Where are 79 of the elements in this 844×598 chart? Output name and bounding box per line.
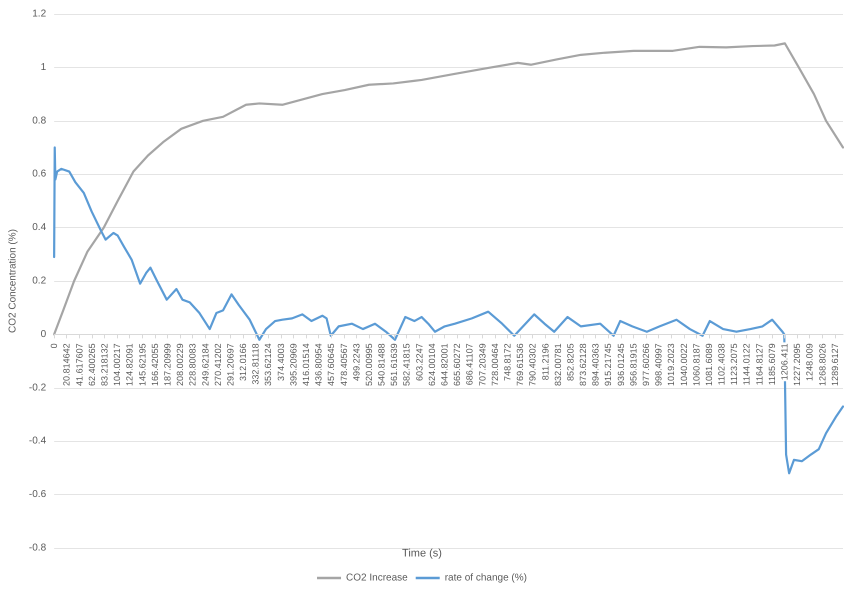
y-tick-label: 1.2 — [32, 8, 47, 20]
x-tick-label: 1248.009 — [804, 343, 815, 381]
x-tick-label: 1268.8026 — [817, 343, 828, 386]
y-tick-label: -0.6 — [28, 489, 47, 500]
x-tick-label: 790.40302 — [528, 343, 538, 386]
y-tick-label: -0.4 — [28, 436, 47, 447]
x-tick-label: 998.40997 — [654, 343, 664, 386]
x-tick-label: 1081.6089 — [704, 343, 714, 386]
x-tick-label: 270.41202 — [212, 343, 223, 386]
x-tick-label: 1060.8187 — [691, 343, 702, 386]
x-tick-label: 915.21745 — [603, 343, 614, 386]
x-tick-label: 416.01514 — [300, 343, 311, 386]
x-tick-label: 852.8205 — [565, 343, 576, 381]
x-tick-label: 540.81488 — [376, 343, 387, 386]
y-tick-label: 0.6 — [32, 168, 47, 180]
x-tick-label: 769.61536 — [515, 343, 526, 386]
x-tick-label: 707.20349 — [477, 343, 488, 386]
x-tick-label: 145.62195 — [137, 343, 148, 386]
x-tick-label: 228.80083 — [188, 343, 198, 386]
x-tick-label: 1102.4038 — [716, 343, 727, 386]
y-axis-title: CO2 Concentration (%) — [8, 229, 18, 333]
x-tick-label: 873.62128 — [578, 343, 588, 386]
y-tick-label: 0.2 — [32, 276, 47, 286]
x-tick-label: 977.60266 — [640, 343, 651, 386]
x-tick-label: 603.2247 — [414, 343, 424, 381]
x-tick-label: 83.218132 — [100, 343, 110, 386]
x-tick-label: 1185.6079 — [766, 343, 777, 386]
x-tick-label: 624.00104 — [426, 343, 437, 386]
x-tick-label: 41.617607 — [74, 343, 84, 386]
legend-label: rate of change (%) — [444, 572, 527, 584]
x-tick-label: 374.4003 — [276, 343, 286, 381]
x-tick-label: 1019.2023 — [666, 343, 676, 386]
x-tick-label: 249.62184 — [200, 343, 210, 386]
x-tick-label: 520.00995 — [364, 343, 374, 386]
x-tick-label: 312.0166 — [238, 343, 248, 381]
x-tick-label: 20.814642 — [62, 343, 72, 386]
x-tick-label: 499.2243 — [351, 343, 362, 381]
x-tick-label: 353.62124 — [263, 343, 274, 386]
x-tick-label: 686.41107 — [464, 343, 475, 386]
y-tick-label: 0.8 — [32, 115, 47, 126]
x-tick-label: 644.82001 — [440, 343, 450, 386]
line-series — [53, 42, 844, 336]
y-tick-label: 0 — [40, 328, 47, 340]
x-tick-label: 332.81118 — [250, 343, 261, 385]
x-tick-label: 1227.2095 — [792, 343, 802, 386]
x-tick-label: 187.20999 — [162, 343, 172, 386]
x-tick-label: 1123.2075 — [729, 343, 740, 386]
y-tick-label: -0.8 — [28, 542, 47, 554]
x-tick-label: 436.80954 — [314, 343, 324, 386]
x-tick-label: 561.61639 — [389, 343, 400, 386]
x-tick-label: 1206.411 — [780, 343, 790, 380]
x-tick-label: 1289.6127 — [830, 343, 840, 386]
x-tick-label: 124.82091 — [124, 343, 135, 386]
y-tick-label: -0.2 — [28, 382, 47, 394]
x-tick-label: 62.400265 — [86, 343, 97, 386]
x-tick-label: 936.01245 — [616, 343, 626, 386]
x-tick-label: 457.60645 — [326, 343, 336, 386]
legend-label: CO2 Increase — [346, 572, 408, 584]
x-tick-label: 832.00781 — [552, 343, 563, 386]
x-tick-label: 166.42055 — [150, 343, 160, 386]
x-tick-label: 665.60272 — [452, 343, 462, 386]
x-tick-label: 728.00464 — [490, 343, 500, 386]
x-tick-label: 478.40567 — [338, 343, 349, 386]
x-tick-label: 395.20969 — [288, 343, 298, 386]
x-tick-label: 582.41815 — [402, 343, 412, 386]
x-tick-label: 104.00217 — [112, 343, 122, 386]
x-tick-label: 1040.0022 — [678, 343, 689, 386]
x-tick-label: 894.40363 — [590, 343, 601, 386]
y-tick-label: 0.4 — [32, 222, 47, 234]
x-axis-title: Time (s) — [402, 548, 442, 560]
x-tick-label: 956.81915 — [628, 343, 638, 386]
x-tick-label: 208.00229 — [175, 343, 186, 386]
x-tick-label: 1164.8127 — [754, 343, 764, 386]
x-tick-label: 811.2196 — [540, 343, 550, 380]
y-tick-label: 1 — [40, 62, 47, 73]
x-tick-label: 0 — [49, 343, 60, 348]
x-tick-label: 1144.0122 — [742, 343, 752, 386]
x-tick-label: 291.20697 — [225, 343, 236, 386]
x-tick-label: 748.8172 — [502, 343, 512, 381]
